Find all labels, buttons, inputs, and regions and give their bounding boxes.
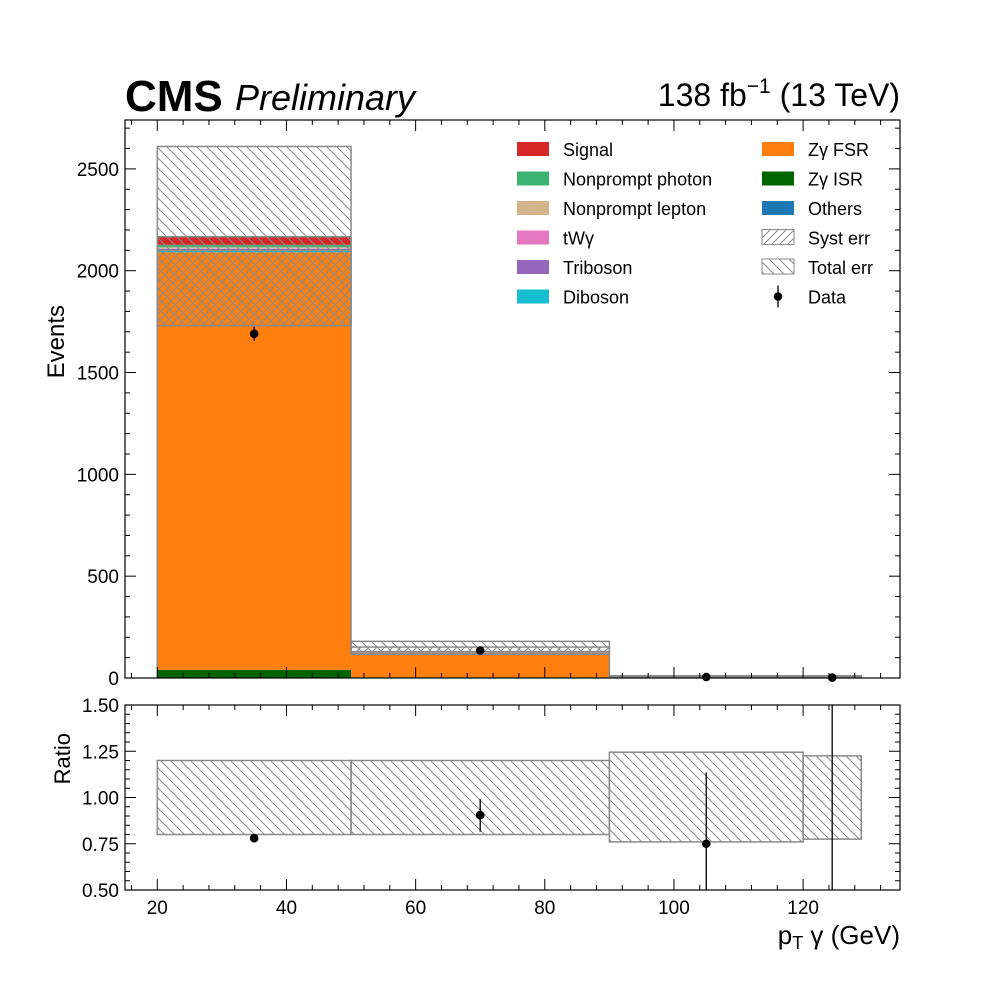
legend-z-fsr-swatch (762, 142, 794, 156)
main-plot-frame (124, 119, 901, 679)
x-tick-label: 40 (276, 898, 297, 919)
ratio-points (249, 705, 833, 890)
legend-data-marker (773, 292, 783, 301)
x-axis-title: pT γ (GeV) (778, 920, 900, 953)
luminosity-exponent: −1 (747, 75, 771, 98)
x-tick-label: 60 (405, 898, 426, 919)
ratio-y-tick-label: 1.00 (82, 789, 119, 810)
cms-logo: CMS (125, 72, 223, 121)
legend-nonprompt-photon-label: Nonprompt photon (563, 170, 712, 190)
ratio-y-tick-label: 0.75 (82, 835, 119, 856)
syst-err-band-bin-1 (156, 249, 352, 327)
y-axis-title: Events (43, 305, 70, 378)
luminosity-value: 138 fb (658, 77, 747, 113)
legend-triboson-swatch (517, 260, 549, 274)
ratio-y-tick-label: 1.25 (82, 742, 119, 763)
legend-diboson-label: Diboson (563, 288, 629, 308)
legend-syst-err-label: Syst err (808, 229, 870, 249)
preliminary-label: Preliminary (235, 77, 417, 118)
x-tick-label: 100 (658, 898, 690, 919)
legend-tw-swatch (517, 230, 549, 245)
y-tick-label: 500 (87, 567, 119, 588)
data-point-3 (701, 672, 711, 682)
main-plot-panel: 0 500 1000 1500 2000 2500 Signal Nonprompt pho… (43, 119, 901, 690)
y-tick-label: 2500 (77, 160, 119, 181)
data-point-1 (249, 329, 259, 339)
legend-others-label: Others (808, 199, 862, 219)
y-tick-label: 0 (108, 669, 119, 690)
x-axis-title-p: p (778, 920, 792, 950)
ratio-y-tick-label: 1.50 (82, 696, 119, 717)
y-tick-label: 1500 (77, 364, 119, 385)
ratio-point-3 (701, 839, 711, 849)
ratio-plot-panel: 0.50 0.75 1.00 1.25 1.50 20 40 60 80 100 120 Ratio… (50, 696, 901, 953)
legend-z-isr-swatch (762, 171, 794, 186)
legend: Signal Nonprompt photon Nonprompt lepton tW… (517, 140, 873, 308)
legend-syst-err-swatch (761, 229, 795, 245)
ratio-point-1 (249, 833, 259, 843)
legend-z-isr-label: Zγ ISR (808, 170, 863, 190)
luminosity-label: 138 fb−1 (13 TeV) (658, 75, 900, 113)
x-axis-title-rest: γ (GeV) (803, 920, 900, 950)
y-tick-label: 1000 (77, 465, 119, 486)
y-tick-label: 2000 (77, 262, 119, 283)
legend-total-err-label: Total err (808, 258, 873, 278)
ratio-uncertainty-band (156, 751, 862, 843)
legend-signal-label: Signal (563, 140, 613, 160)
ratio-axis-ticks: 0.50 0.75 1.00 1.25 1.50 20 40 60 80 100 120 (82, 696, 900, 919)
ratio-band-bin-1 (156, 759, 352, 836)
ratio-y-axis-title: Ratio (50, 733, 75, 784)
legend-diboson-swatch (517, 289, 549, 304)
legend-nonprompt-lepton-label: Nonprompt lepton (563, 199, 706, 219)
energy-label (771, 77, 780, 113)
ratio-y-tick-label: 0.50 (82, 881, 119, 902)
x-tick-label: 120 (787, 898, 819, 919)
main-axis-ticks: 0 500 1000 1500 2000 2500 (77, 120, 900, 690)
legend-total-err-swatch (761, 258, 795, 275)
x-axis-title-sub: T (792, 933, 803, 953)
legend-nonprompt-photon-swatch (517, 171, 549, 186)
x-tick-label: 20 (147, 898, 168, 919)
legend-tw-label: tWγ (563, 229, 594, 249)
legend-nonprompt-lepton-swatch (517, 201, 549, 215)
legend-z-fsr-label: Zγ FSR (808, 140, 869, 160)
legend-triboson-label: Triboson (563, 258, 632, 278)
x-tick-label: 80 (534, 898, 555, 919)
ratio-point-2 (475, 810, 485, 820)
data-point-2 (475, 646, 485, 655)
legend-data-label: Data (808, 288, 847, 308)
bar-z-fsr-bin-2 (351, 652, 610, 678)
energy-value: (13 TeV) (780, 77, 900, 113)
bar-z-isr-bin-1 (157, 669, 352, 678)
legend-signal-swatch (517, 142, 549, 156)
legend-others-swatch (762, 201, 794, 215)
